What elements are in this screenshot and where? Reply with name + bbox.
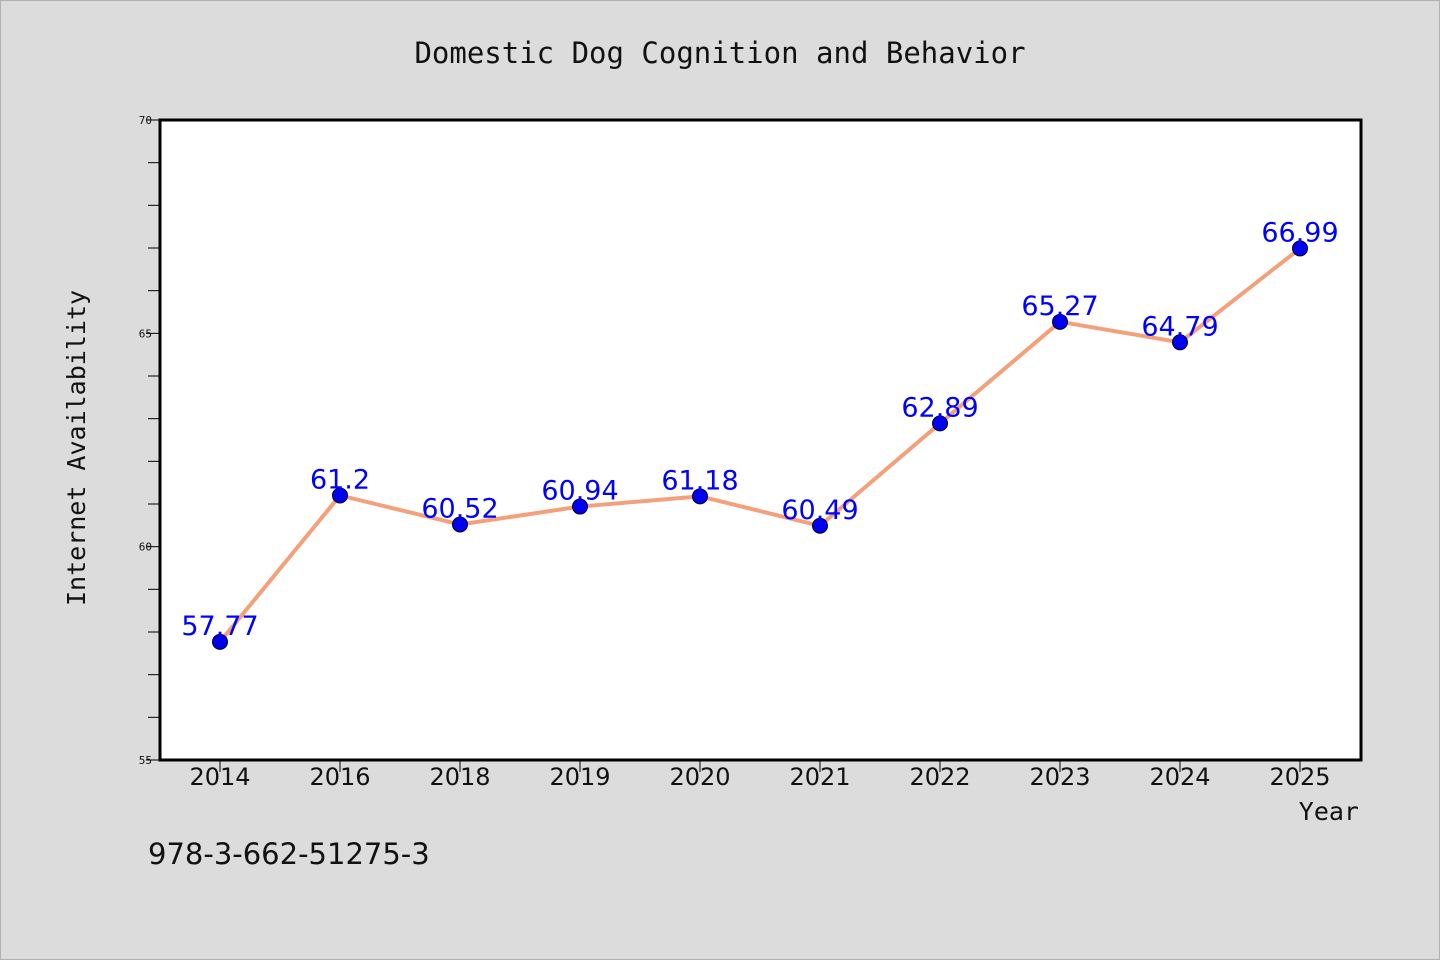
data-label: 61.2 [310,464,370,495]
x-tick-label: 2014 [189,763,250,791]
y-tick-label: 60 [139,541,152,554]
y-axis-label: Internet Availability [62,290,91,606]
y-axis: 55 60 65 70 [139,114,160,767]
x-axis-label: Year [1299,797,1359,826]
plot-frame [158,118,1363,762]
data-label: 62.89 [901,392,978,423]
data-point [692,488,708,505]
data-label: 60.52 [421,493,498,524]
x-tick-label: 2023 [1029,763,1090,791]
x-tick-label: 2020 [669,763,730,791]
x-tick-label: 2018 [429,763,490,791]
x-tick-label: 2022 [909,763,970,791]
x-tick-label: 2025 [1269,763,1330,791]
data-point [932,415,948,432]
x-tick-label: 2016 [309,763,370,791]
y-tick-label: 70 [139,114,152,127]
chart-title: Domestic Dog Cognition and Behavior [414,36,1025,70]
data-point [212,633,228,650]
x-tick-label: 2024 [1149,763,1210,791]
data-label: 66.99 [1261,217,1338,248]
data-point [812,517,828,534]
data-label: 64.79 [1141,311,1218,342]
data-point [1052,313,1068,330]
x-axis: 2014 2016 2018 2019 2020 2021 2022 2023 2024 2025 [189,760,1331,791]
data-labels: 57.77 61.2 60.52 60.94 61.18 60.49 62.89 65.27 6… [181,217,1338,641]
data-point [1172,334,1188,351]
x-tick-label: 2019 [549,763,610,791]
series-line [218,246,1302,644]
data-point [452,516,468,533]
data-label: 65.27 [1021,291,1098,322]
data-label: 61.18 [661,465,738,496]
data-point [332,487,348,504]
y-tick-label: 65 [139,327,152,340]
data-label: 57.77 [181,611,258,642]
data-point [572,498,588,515]
data-label: 60.49 [781,495,858,526]
x-tick-label: 2021 [789,763,850,791]
data-points [212,240,1308,650]
plot-area [160,120,1361,760]
isbn-text: 978-3-662-51275-3 [148,837,430,871]
y-tick-label: 55 [139,754,152,767]
data-label: 60.94 [541,476,618,507]
data-point [1292,240,1308,257]
